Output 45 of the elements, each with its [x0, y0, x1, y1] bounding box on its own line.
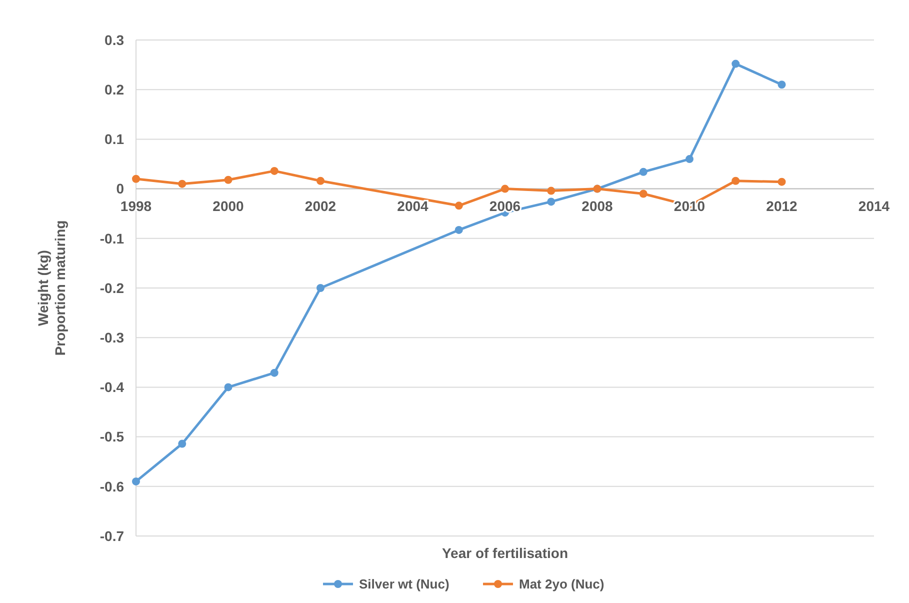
x-tick-label: 2002 — [304, 198, 336, 214]
point — [778, 80, 786, 89]
y-tick-label: -0.7 — [100, 528, 124, 544]
point — [732, 176, 740, 185]
point — [732, 60, 740, 68]
point — [454, 226, 463, 234]
point — [547, 198, 556, 206]
point — [454, 202, 463, 210]
x-tick-label: 2008 — [582, 198, 614, 214]
y-tick-label: -0.1 — [100, 230, 124, 246]
point — [686, 155, 694, 164]
x-axis-title: Year of fertilisation — [442, 545, 568, 561]
point — [178, 440, 186, 448]
y-tick-label: 0.2 — [104, 82, 124, 98]
point — [778, 178, 786, 186]
point — [501, 184, 509, 193]
x-tick-label: 2004 — [397, 198, 429, 214]
y-tick-label: -0.5 — [100, 428, 124, 445]
point — [178, 180, 186, 188]
point — [132, 174, 140, 183]
x-tick-label: 2006 — [489, 198, 521, 214]
point — [132, 477, 140, 486]
y-tick-label: -0.4 — [100, 379, 124, 396]
x-tick-label: 2000 — [212, 198, 244, 214]
point — [547, 186, 556, 195]
legend-label: Mat 2yo (Nuc) — [519, 576, 604, 592]
point — [639, 168, 648, 176]
point — [270, 368, 278, 377]
x-tick-label: 2014 — [858, 198, 890, 214]
y-tick-label: 0.1 — [104, 131, 124, 148]
y-tick-label: 0 — [116, 180, 124, 197]
point — [224, 176, 232, 184]
y-tick-label: -0.6 — [100, 478, 124, 494]
y-tick-label: 0.3 — [104, 32, 124, 48]
y-axis-title: Weight (kg) Proportion maturing — [35, 220, 68, 356]
point — [639, 190, 648, 198]
legend-label: Silver wt (Nuc) — [359, 576, 450, 592]
point — [224, 383, 232, 392]
y-tick-label: -0.2 — [100, 280, 124, 296]
x-tick-label: 1998 — [120, 198, 152, 214]
point — [316, 284, 324, 292]
x-tick-label: 2012 — [766, 198, 798, 214]
point — [316, 176, 324, 185]
y-tick-label: -0.3 — [100, 330, 124, 346]
point — [270, 166, 278, 175]
